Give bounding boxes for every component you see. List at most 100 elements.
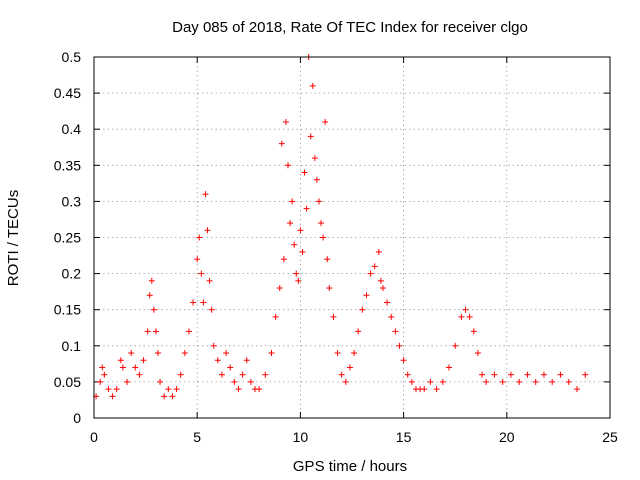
data-point bbox=[152, 328, 159, 335]
x-axis-label: GPS time / hours bbox=[293, 458, 407, 475]
data-point bbox=[433, 386, 440, 393]
data-point bbox=[313, 176, 320, 183]
y-axis-label: ROTI / TECUs bbox=[5, 190, 22, 286]
data-point bbox=[524, 371, 531, 378]
data-point bbox=[346, 364, 353, 371]
data-point bbox=[299, 248, 306, 255]
x-tick-label: 5 bbox=[193, 429, 201, 445]
data-point bbox=[190, 299, 197, 306]
data-point bbox=[210, 342, 217, 349]
data-point bbox=[231, 378, 238, 385]
data-point bbox=[315, 198, 322, 205]
data-point bbox=[97, 378, 104, 385]
data-point bbox=[214, 357, 221, 364]
data-point bbox=[474, 350, 481, 357]
data-point bbox=[408, 378, 415, 385]
x-tick-label: 10 bbox=[293, 429, 309, 445]
data-point bbox=[318, 220, 325, 227]
data-point bbox=[351, 350, 358, 357]
data-point bbox=[479, 371, 486, 378]
data-point bbox=[169, 393, 176, 400]
data-point bbox=[136, 371, 143, 378]
data-point bbox=[377, 277, 384, 284]
data-point bbox=[338, 371, 345, 378]
y-tick-label: 0.2 bbox=[62, 266, 82, 282]
data-point bbox=[101, 371, 108, 378]
data-point bbox=[132, 364, 139, 371]
data-point bbox=[491, 371, 498, 378]
data-point bbox=[404, 371, 411, 378]
data-point bbox=[363, 292, 370, 299]
data-point bbox=[384, 299, 391, 306]
data-point bbox=[227, 364, 234, 371]
data-point bbox=[289, 198, 296, 205]
y-tick-label: 0.5 bbox=[62, 49, 82, 65]
data-point bbox=[223, 350, 230, 357]
data-point bbox=[307, 133, 314, 140]
data-point bbox=[204, 227, 211, 234]
data-point bbox=[466, 313, 473, 320]
data-point bbox=[324, 256, 331, 263]
plot-frame bbox=[93, 56, 611, 419]
x-tick-label: 20 bbox=[499, 429, 515, 445]
data-point bbox=[458, 313, 465, 320]
data-point bbox=[540, 371, 547, 378]
y-tick-label: 0.05 bbox=[54, 374, 81, 390]
data-point bbox=[154, 350, 161, 357]
data-point bbox=[148, 277, 155, 284]
data-point bbox=[396, 342, 403, 349]
data-point bbox=[146, 292, 153, 299]
data-point bbox=[128, 350, 135, 357]
data-point bbox=[276, 285, 283, 292]
data-point bbox=[150, 306, 157, 313]
data-point bbox=[140, 357, 147, 364]
data-point bbox=[280, 256, 287, 263]
data-point bbox=[446, 364, 453, 371]
data-point bbox=[582, 371, 589, 378]
data-point bbox=[177, 371, 184, 378]
y-tick-label: 0.4 bbox=[62, 121, 82, 137]
data-point bbox=[334, 350, 341, 357]
data-point bbox=[268, 350, 275, 357]
data-point bbox=[355, 328, 362, 335]
data-point bbox=[161, 393, 168, 400]
data-point bbox=[326, 285, 333, 292]
data-point bbox=[200, 299, 207, 306]
data-point bbox=[371, 263, 378, 270]
data-point bbox=[330, 313, 337, 320]
y-tick-label: 0.3 bbox=[62, 193, 82, 209]
y-tick-label: 0 bbox=[73, 410, 81, 426]
data-point bbox=[379, 285, 386, 292]
data-point bbox=[282, 118, 289, 125]
x-tick-label: 0 bbox=[90, 429, 98, 445]
data-point bbox=[239, 371, 246, 378]
data-point bbox=[499, 378, 506, 385]
data-point bbox=[516, 378, 523, 385]
data-point bbox=[565, 378, 572, 385]
data-point bbox=[452, 342, 459, 349]
data-point bbox=[311, 155, 318, 162]
x-tick-labels: 0 5 10 15 20 25 bbox=[90, 429, 618, 445]
data-point bbox=[532, 378, 539, 385]
y-tick-label: 0.15 bbox=[54, 302, 81, 318]
data-point bbox=[109, 393, 116, 400]
data-point bbox=[291, 241, 298, 248]
data-point bbox=[573, 386, 580, 393]
data-point bbox=[208, 306, 215, 313]
data-point bbox=[375, 248, 382, 255]
data-point bbox=[262, 371, 269, 378]
y-tick-label: 0.45 bbox=[54, 85, 81, 101]
y-tick-label: 0.25 bbox=[54, 230, 81, 246]
data-point bbox=[235, 386, 242, 393]
x-tick-label: 25 bbox=[602, 429, 618, 445]
data-point bbox=[285, 162, 292, 169]
data-point bbox=[297, 227, 304, 234]
data-point bbox=[196, 234, 203, 241]
y-tick-labels: 0 0.05 0.1 0.15 0.2 0.25 0.3 0.35 0.4 0.45 0.5 bbox=[54, 49, 81, 426]
data-point bbox=[507, 371, 514, 378]
data-point bbox=[557, 371, 564, 378]
x-tick-label: 15 bbox=[396, 429, 412, 445]
data-point bbox=[303, 205, 310, 212]
grid-lines bbox=[94, 57, 610, 418]
